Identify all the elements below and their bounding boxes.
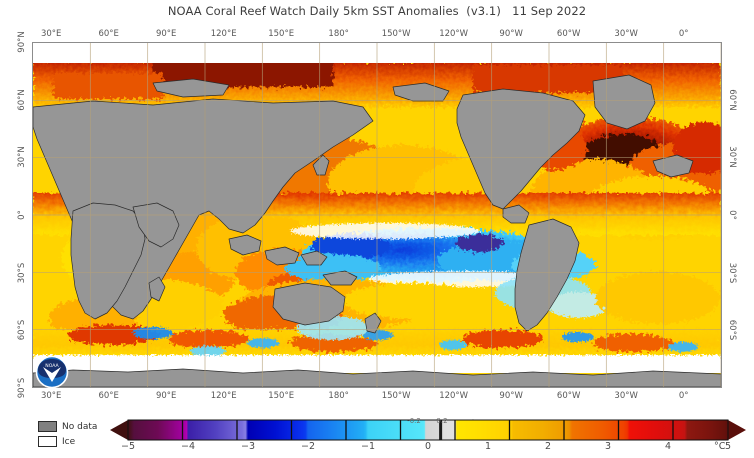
- y-axis-tick-left: 30°S: [17, 262, 27, 283]
- y-axis-tick-left: 0°: [17, 210, 27, 220]
- colorbar-minor-tick: -0.2: [407, 417, 421, 425]
- y-axis-tick-left: 90°N: [17, 31, 27, 53]
- legend-label-no-data: No data: [62, 421, 98, 432]
- noaa-logo: NOAA: [35, 355, 69, 389]
- x-axis-tick-bottom: 30°W: [614, 391, 638, 401]
- colorbar-tick: −2: [300, 441, 316, 452]
- x-axis-tick-top: 150°E: [268, 29, 295, 39]
- colorbar-tick: 0: [424, 441, 432, 452]
- y-axis-tick-right: 60°S: [727, 320, 737, 341]
- colorbar-minor-tick: 0.2: [436, 417, 448, 425]
- colorbar-tick: −4: [180, 441, 196, 452]
- y-axis-tick-left: 60°S: [17, 320, 27, 341]
- legend-label-ice: Ice: [62, 436, 76, 447]
- y-axis-tick-right: 0°: [727, 210, 737, 220]
- page-title: NOAA Coral Reef Watch Daily 5km SST Anom…: [167, 4, 587, 18]
- colorbar-tick: −1: [360, 441, 376, 452]
- x-axis-tick-top: 0°: [678, 29, 689, 39]
- ice-swatch: [38, 436, 57, 447]
- x-axis-tick-top: 30°W: [614, 29, 638, 39]
- x-axis-tick-top: 150°W: [381, 29, 411, 39]
- colorbar-tick: −5: [120, 441, 136, 452]
- legend-item-ice: Ice: [38, 435, 120, 448]
- map-plot-area[interactable]: [32, 42, 722, 388]
- svg-text:NOAA: NOAA: [45, 363, 59, 369]
- x-axis-tick-top: 180°: [328, 29, 349, 39]
- y-axis-tick-left: 30°N: [17, 146, 27, 169]
- x-axis-tick-top: 30°E: [40, 29, 62, 39]
- y-axis-tick-right: 60°N: [727, 88, 737, 111]
- colorbar-tick: 5: [724, 441, 732, 452]
- x-axis-tick-bottom: 120°W: [439, 391, 469, 401]
- y-axis-tick-left: 90°S: [17, 377, 27, 399]
- map-legend: No data Ice: [38, 420, 120, 450]
- x-axis-tick-bottom: 30°E: [40, 391, 62, 401]
- x-axis-tick-top: 90°E: [155, 29, 177, 39]
- x-axis-tick-top: 120°W: [439, 29, 469, 39]
- y-axis-tick-right: 30°S: [727, 262, 737, 283]
- x-axis-tick-bottom: 180°: [328, 391, 349, 401]
- colorbar-tick: −3: [240, 441, 256, 452]
- colorbar-tick: 3: [604, 441, 612, 452]
- colorbar-tick: 4: [664, 441, 672, 452]
- y-axis-tick-right: 30°N: [727, 146, 737, 169]
- colorbar-gradient: [110, 419, 746, 441]
- x-axis-tick-bottom: 150°E: [268, 391, 295, 401]
- x-axis-tick-bottom: 90°W: [499, 391, 523, 401]
- colorbar: −5 −4 −3 −2 −1 0 1 2 3 4 5 -0.2 0.2 °C: [110, 417, 746, 458]
- x-axis-tick-bottom: 60°W: [556, 391, 581, 401]
- x-axis-tick-bottom: 0°: [678, 391, 689, 401]
- x-axis-tick-top: 60°E: [98, 29, 119, 39]
- no-data-swatch: [38, 421, 57, 432]
- legend-item-no-data: No data: [38, 420, 120, 433]
- x-axis-tick-top: 120°E: [210, 29, 237, 39]
- x-axis-tick-bottom: 150°W: [381, 391, 411, 401]
- x-axis-tick-bottom: 120°E: [210, 391, 237, 401]
- x-axis-tick-bottom: 60°E: [98, 391, 119, 401]
- x-axis-tick-top: 90°W: [499, 29, 523, 39]
- colorbar-tick: 2: [544, 441, 552, 452]
- x-axis-tick-top: 60°W: [556, 29, 581, 39]
- y-axis-tick-left: 60°N: [17, 88, 27, 111]
- sst-anomaly-raster: [33, 43, 721, 387]
- x-axis-tick-bottom: 90°E: [155, 391, 177, 401]
- colorbar-tick: 1: [484, 441, 492, 452]
- colorbar-unit-label: °C: [714, 441, 726, 452]
